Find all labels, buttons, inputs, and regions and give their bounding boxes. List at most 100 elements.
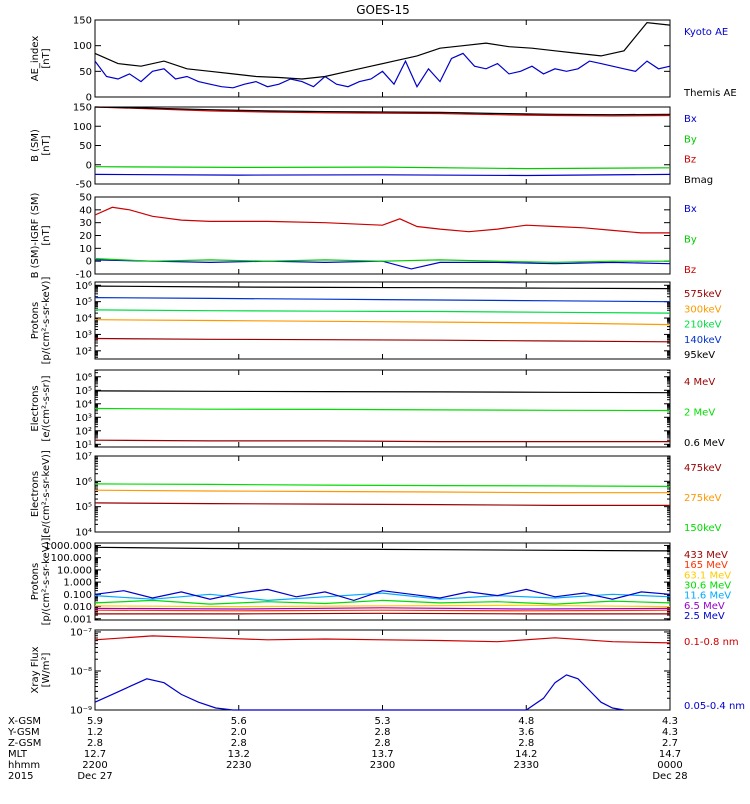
panel-4-ytick-label: 10⁴ (75, 314, 92, 325)
panel-2-frame (94, 106, 671, 185)
xaxis-row-label: hhmm (8, 760, 40, 771)
xaxis-value: 2.8 (87, 738, 103, 749)
panel-8-ylabel: Xray Flux[W/m²] (30, 646, 52, 693)
panel-8-ytick-label: 10⁻⁹ (70, 706, 92, 717)
panel-7-ytick-label: 1.000 (63, 578, 92, 589)
panel-3-ytick-label: 50 (79, 193, 92, 204)
xaxis-value: 13.7 (371, 749, 393, 760)
panel-6-legend-275keV: 275keV (684, 493, 722, 504)
panel-7-legend-433-MeV: 433 MeV (684, 550, 728, 561)
xaxis-value: 14.7 (659, 749, 681, 760)
panel-6-series-275keV (94, 489, 670, 494)
panel-3-ylabel: B (SM)-IGRF (SM)[nT] (30, 193, 52, 279)
panel-4-series-140keV (94, 297, 671, 303)
xaxis-value: Dec 28 (652, 771, 687, 782)
panel-7-series-433-MeV (95, 612, 670, 615)
panel-2-ylabel-line: [nT] (41, 135, 52, 155)
panel-7-legend-11-6-MeV: 11.6 MeV (684, 591, 731, 602)
panel-7-series-165-MeV (94, 609, 671, 612)
panel-4-ylabel-line: Protons (30, 302, 41, 339)
xaxis-value: 2.8 (375, 738, 391, 749)
panel-5-ytick-label: 10¹ (75, 440, 92, 451)
panel-1-ylabel: AE_index[nT] (30, 36, 52, 82)
panel-2-legend-Bx: Bx (684, 114, 697, 125)
xaxis-value: 5.9 (87, 716, 103, 727)
panel-4-series-95keV (94, 285, 671, 290)
panel-6-ytick-label: 10⁷ (75, 452, 92, 463)
xaxis-row-label: Y-GSM (7, 727, 40, 738)
panel-7-series-11-6-MeV (94, 592, 671, 602)
panel-3-ytick-label: 10 (79, 244, 92, 255)
xaxis-row-label: 2015 (8, 771, 33, 782)
panel-3-series-By (94, 258, 670, 264)
panel-2-legend-Bmag: Bmag (684, 175, 713, 186)
panel-5-series-4-MeV (94, 439, 670, 443)
panel-2-ytick-label: 50 (79, 141, 92, 152)
xaxis-value: 14.2 (515, 749, 537, 760)
panel-7-series-63-1-MeV (94, 604, 671, 608)
xaxis-value: Dec 27 (77, 771, 112, 782)
panel-5-ytick-label: 10⁶ (75, 372, 92, 383)
panel-5-ytick-label: 10⁵ (75, 386, 92, 397)
panel-5-ytick-label: 10⁴ (75, 399, 92, 410)
xaxis-value: 13.2 (228, 749, 250, 760)
panel-3-ytick-label: 40 (79, 205, 92, 216)
panel-2-series-By (94, 166, 671, 170)
panel-1-series-Kyoto-AE (94, 52, 671, 89)
panel-2-legend-Bz: Bz (684, 155, 696, 166)
panel-4-legend-140keV: 140keV (684, 335, 722, 346)
panel-1-ytick-label: 0 (86, 93, 92, 104)
panel-8-ylabel-line: Xray Flux (30, 646, 41, 693)
panel-3-ylabel-line: [nT] (41, 225, 52, 245)
panel-4-series-210keV (94, 309, 671, 314)
chart-title: GOES-15 (356, 3, 410, 17)
panel-1-frame (94, 19, 671, 98)
panel-2-ylabel: B (SM)[nT] (30, 129, 52, 162)
panel-8-frame (94, 629, 671, 711)
panel-3-ytick-label: 30 (79, 218, 92, 229)
panel-1-legend-Kyoto-AE: Kyoto AE (684, 27, 728, 38)
panel-7-series-30-6-MeV (94, 599, 671, 605)
panel-6-ylabel-line: Electrons (30, 471, 41, 517)
panel-1-ytick-label: 50 (79, 67, 92, 78)
panel-5-series-2-MeV (94, 407, 671, 412)
xaxis-value: 3.6 (518, 727, 534, 738)
panel-3-ylabel-line: B (SM)-IGRF (SM) (30, 193, 41, 279)
panel-7-legend-30-6-MeV: 30.6 MeV (684, 581, 731, 592)
panel-4-legend-210keV: 210keV (684, 320, 722, 331)
panel-2-ytick-label: 150 (73, 103, 92, 114)
panel-8-series-0-1-0-8-nm (94, 635, 671, 644)
panel-4-ylabel-line: [p/(cm²-s-sr-keV)] (41, 277, 52, 365)
panel-4-legend-300keV: 300keV (684, 304, 722, 315)
xaxis-row-label: Z-GSM (8, 738, 41, 749)
panel-5-ytick-label: 10² (75, 426, 92, 437)
xaxis-value: 0000 (657, 760, 682, 771)
panel-6-series-150keV (94, 483, 671, 487)
panel-5-legend-4-MeV: 4 MeV (684, 377, 715, 388)
panel-7-series-2-5-MeV (94, 588, 671, 602)
xaxis-value: 1.2 (87, 727, 103, 738)
panel-1-ytick-label: 150 (73, 16, 92, 27)
panel-4-ytick-label: 10³ (75, 330, 92, 341)
panel-4-legend-95keV: 95keV (684, 350, 715, 361)
panel-2-ylabel-line: B (SM) (30, 129, 41, 162)
xaxis-value: 12.7 (84, 749, 106, 760)
panel-7-ytick-label: 10.000 (57, 565, 92, 576)
xaxis-value: 4.3 (662, 727, 678, 738)
panel-4-ytick-label: 10⁶ (75, 281, 92, 292)
panel-4-series-300keV (94, 319, 671, 326)
panel-2-series-Bx (94, 173, 671, 177)
panel-7-ylabel-line: [p/(cm²-s-sr-keV)] (41, 538, 52, 626)
panel-7-ylabel-line: Protons (30, 563, 41, 600)
panel-6-legend-475keV: 475keV (684, 463, 722, 474)
panel-3-ytick-label: -10 (76, 270, 92, 281)
panel-3-ytick-label: 0 (86, 257, 92, 268)
panel-3-series-Bz (94, 206, 670, 234)
panel-4-legend-575keV: 575keV (684, 289, 722, 300)
panel-4-ytick-label: 10⁵ (75, 297, 92, 308)
xaxis-value: 4.8 (518, 716, 534, 727)
panel-3-legend-Bz: Bz (684, 265, 696, 276)
panel-5-series-0-6-MeV (94, 390, 671, 394)
